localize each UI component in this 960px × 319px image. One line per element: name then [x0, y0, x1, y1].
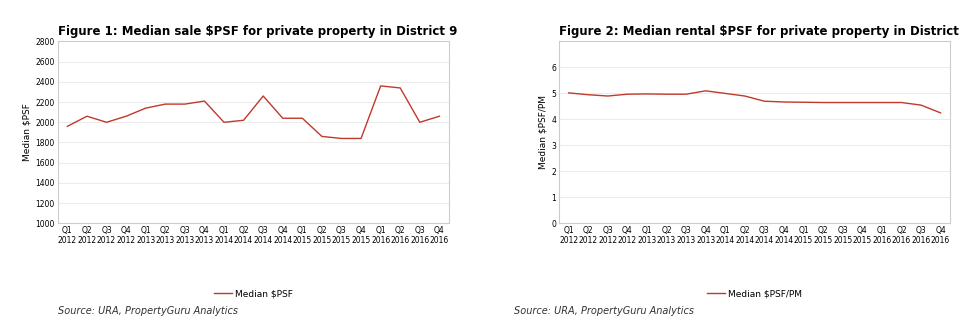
Legend: Median $PSF/PM: Median $PSF/PM — [703, 286, 806, 302]
Median $PSF — [434, 114, 445, 118]
Median $PSF — [336, 137, 348, 140]
Median $PSF — [199, 99, 210, 103]
Median $PSF/PM — [896, 100, 907, 104]
Median $PSF/PM — [837, 100, 849, 104]
Median $PSF — [257, 94, 269, 98]
Median $PSF/PM — [876, 100, 888, 104]
Median $PSF/PM — [817, 100, 828, 104]
Median $PSF/PM — [660, 92, 672, 96]
Median $PSF/PM — [602, 94, 613, 98]
Median $PSF — [375, 84, 387, 88]
Text: Figure 1: Median sale $PSF for private property in District 9: Figure 1: Median sale $PSF for private p… — [58, 25, 457, 38]
Median $PSF/PM — [758, 99, 770, 103]
Median $PSF/PM — [856, 100, 868, 104]
Median $PSF — [218, 120, 229, 124]
Median $PSF/PM — [719, 92, 731, 95]
Median $PSF/PM — [779, 100, 790, 104]
Median $PSF — [395, 86, 406, 90]
Median $PSF — [120, 114, 132, 118]
Median $PSF — [316, 135, 327, 138]
Legend: Median $PSF: Median $PSF — [210, 286, 297, 302]
Median $PSF — [180, 102, 191, 106]
Median $PSF — [101, 120, 112, 124]
Line: Median $PSF: Median $PSF — [67, 86, 440, 138]
Line: Median $PSF/PM: Median $PSF/PM — [568, 91, 941, 113]
Median $PSF — [297, 116, 308, 120]
Text: Source: URA, PropertyGuru Analytics: Source: URA, PropertyGuru Analytics — [514, 306, 693, 316]
Median $PSF — [61, 124, 73, 128]
Median $PSF/PM — [681, 92, 692, 96]
Median $PSF/PM — [641, 92, 653, 96]
Median $PSF/PM — [739, 94, 751, 98]
Median $PSF/PM — [935, 111, 947, 115]
Median $PSF/PM — [621, 92, 633, 96]
Median $PSF/PM — [700, 89, 711, 93]
Median $PSF — [159, 102, 171, 106]
Median $PSF — [82, 114, 93, 118]
Text: Source: URA, PropertyGuru Analytics: Source: URA, PropertyGuru Analytics — [58, 306, 238, 316]
Median $PSF — [414, 120, 425, 124]
Median $PSF/PM — [798, 100, 809, 104]
Median $PSF — [238, 118, 250, 122]
Median $PSF/PM — [563, 91, 574, 95]
Median $PSF/PM — [583, 93, 594, 97]
Text: Figure 2: Median rental $PSF for private property in District 9: Figure 2: Median rental $PSF for private… — [559, 25, 960, 38]
Median $PSF — [140, 106, 152, 110]
Y-axis label: Median $PSF/PM: Median $PSF/PM — [538, 95, 547, 169]
Median $PSF/PM — [915, 103, 926, 107]
Median $PSF — [277, 116, 289, 120]
Median $PSF — [355, 137, 367, 140]
Y-axis label: Median $PSF: Median $PSF — [22, 103, 32, 161]
